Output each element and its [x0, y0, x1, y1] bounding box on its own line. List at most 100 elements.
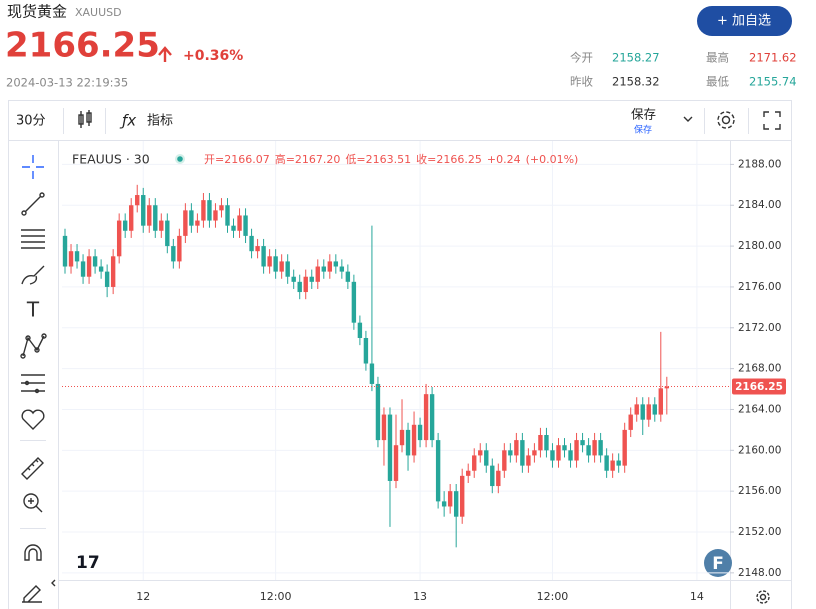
crosshair-tool[interactable]: [22, 155, 44, 179]
line-tool[interactable]: [21, 192, 45, 216]
f-logo: [704, 549, 732, 577]
x-tick-label: 13: [413, 590, 427, 603]
candle-body: [171, 246, 176, 262]
candle-body: [297, 281, 302, 293]
candle-body: [267, 256, 272, 267]
candle-body: [74, 251, 80, 262]
candle-body: [652, 404, 657, 415]
candle-body: [459, 475, 465, 517]
candle-body: [496, 470, 501, 487]
candle-body: [309, 276, 314, 282]
candle-body: [574, 440, 579, 461]
fib-tool[interactable]: [21, 229, 45, 249]
candle-body: [273, 256, 278, 272]
ruler-tool[interactable]: [21, 457, 44, 480]
candle-body: [333, 261, 339, 267]
stat-label: 最高: [706, 51, 729, 65]
pattern-tool[interactable]: [20, 333, 47, 359]
ohlc-legend: +0.24: [487, 153, 521, 166]
candle-type-button[interactable]: [78, 110, 92, 128]
candle-body: [261, 246, 266, 267]
y-tick-label: 2168.00: [738, 363, 781, 375]
indicators-button[interactable]: 指标: [147, 114, 173, 129]
chart-frame: [8, 100, 792, 609]
candle-body: [110, 256, 116, 287]
candle-body: [604, 455, 609, 471]
title: 现货黄金: [7, 3, 67, 21]
y-tick-label: 2164.00: [738, 403, 781, 415]
lock-tool[interactable]: [22, 585, 42, 603]
ohlc-legend: 低=2163.51: [345, 153, 411, 166]
candle-body: [580, 440, 585, 446]
candle-body: [556, 445, 561, 461]
candle-body: [147, 205, 152, 226]
candle-body: [405, 429, 411, 456]
candle-body: [219, 205, 224, 211]
y-tick-label: 2172.00: [738, 322, 781, 334]
stat-value: 2158.32: [612, 75, 660, 89]
candle-body: [207, 200, 212, 221]
last-price-tag: [732, 378, 786, 395]
fullscreen-button[interactable]: [763, 111, 781, 130]
candle-body: [321, 266, 326, 272]
interval-button[interactable]: 30分: [16, 114, 46, 129]
candle-body: [592, 440, 597, 456]
zoom-tool[interactable]: [23, 493, 43, 513]
symbol: XAUUSD: [75, 6, 122, 19]
candle-body: [381, 414, 387, 441]
collapse-toolbar[interactable]: [51, 579, 56, 587]
fx-icon: ƒx: [119, 112, 136, 130]
candle-body: [441, 501, 447, 507]
candle-body: [411, 424, 417, 456]
y-tick-label: 2160.00: [738, 444, 781, 456]
timestamp: 2024-03-13 22:19:35: [6, 76, 128, 90]
up-arrow: [158, 46, 172, 62]
plot: 2148.00 2152.00 2156.00 2160.00 2164.00 2168.…: [62, 141, 786, 603]
prediction-tool[interactable]: [21, 374, 45, 394]
price: 2166.25: [5, 26, 160, 66]
tv-logo: 17: [76, 553, 100, 573]
favorite-tool[interactable]: [21, 409, 45, 430]
add-watchlist-button[interactable]: [697, 6, 792, 36]
save-button[interactable]: 保存: [631, 107, 656, 122]
candle-body: [80, 261, 86, 277]
candle-body: [598, 440, 603, 456]
save-sub: 保存: [634, 124, 652, 136]
candle-body: [628, 414, 633, 430]
candle-body: [122, 220, 128, 231]
candle-body: [622, 429, 627, 466]
candle-body: [183, 210, 188, 236]
candle-body: [466, 470, 471, 476]
candle-body: [201, 200, 206, 221]
candle-body: [315, 266, 320, 282]
candle-body: [453, 491, 459, 517]
candle-body: [586, 445, 591, 456]
brush-tool[interactable]: [21, 265, 45, 285]
axis-settings[interactable]: [756, 590, 770, 604]
candle-body: [490, 465, 495, 487]
candle-body: [363, 337, 369, 364]
candle-body: [508, 450, 513, 456]
candle-body: [141, 195, 146, 226]
candle-body: [532, 450, 537, 456]
candle-body: [291, 276, 296, 282]
magnet-tool[interactable]: [24, 544, 42, 561]
ohlc-legend: 开=2166.07: [204, 153, 270, 166]
candle-body: [568, 450, 573, 461]
candle-body: [135, 195, 140, 206]
candle-body: [189, 210, 194, 226]
settings-button[interactable]: [717, 111, 735, 129]
candle-body: [646, 404, 651, 420]
candle-body: [243, 215, 248, 236]
candle-body: [658, 388, 663, 415]
text-tool[interactable]: T: [26, 298, 40, 322]
stat-value: 2171.62: [749, 51, 797, 65]
candle-body: [369, 363, 375, 384]
candle-body: [616, 460, 621, 466]
candle-body: [357, 322, 363, 338]
candle-body: [339, 266, 345, 272]
save-menu[interactable]: [683, 116, 693, 122]
ohlc-legend: (+0.01%): [526, 153, 579, 166]
candle-body: [104, 271, 110, 287]
